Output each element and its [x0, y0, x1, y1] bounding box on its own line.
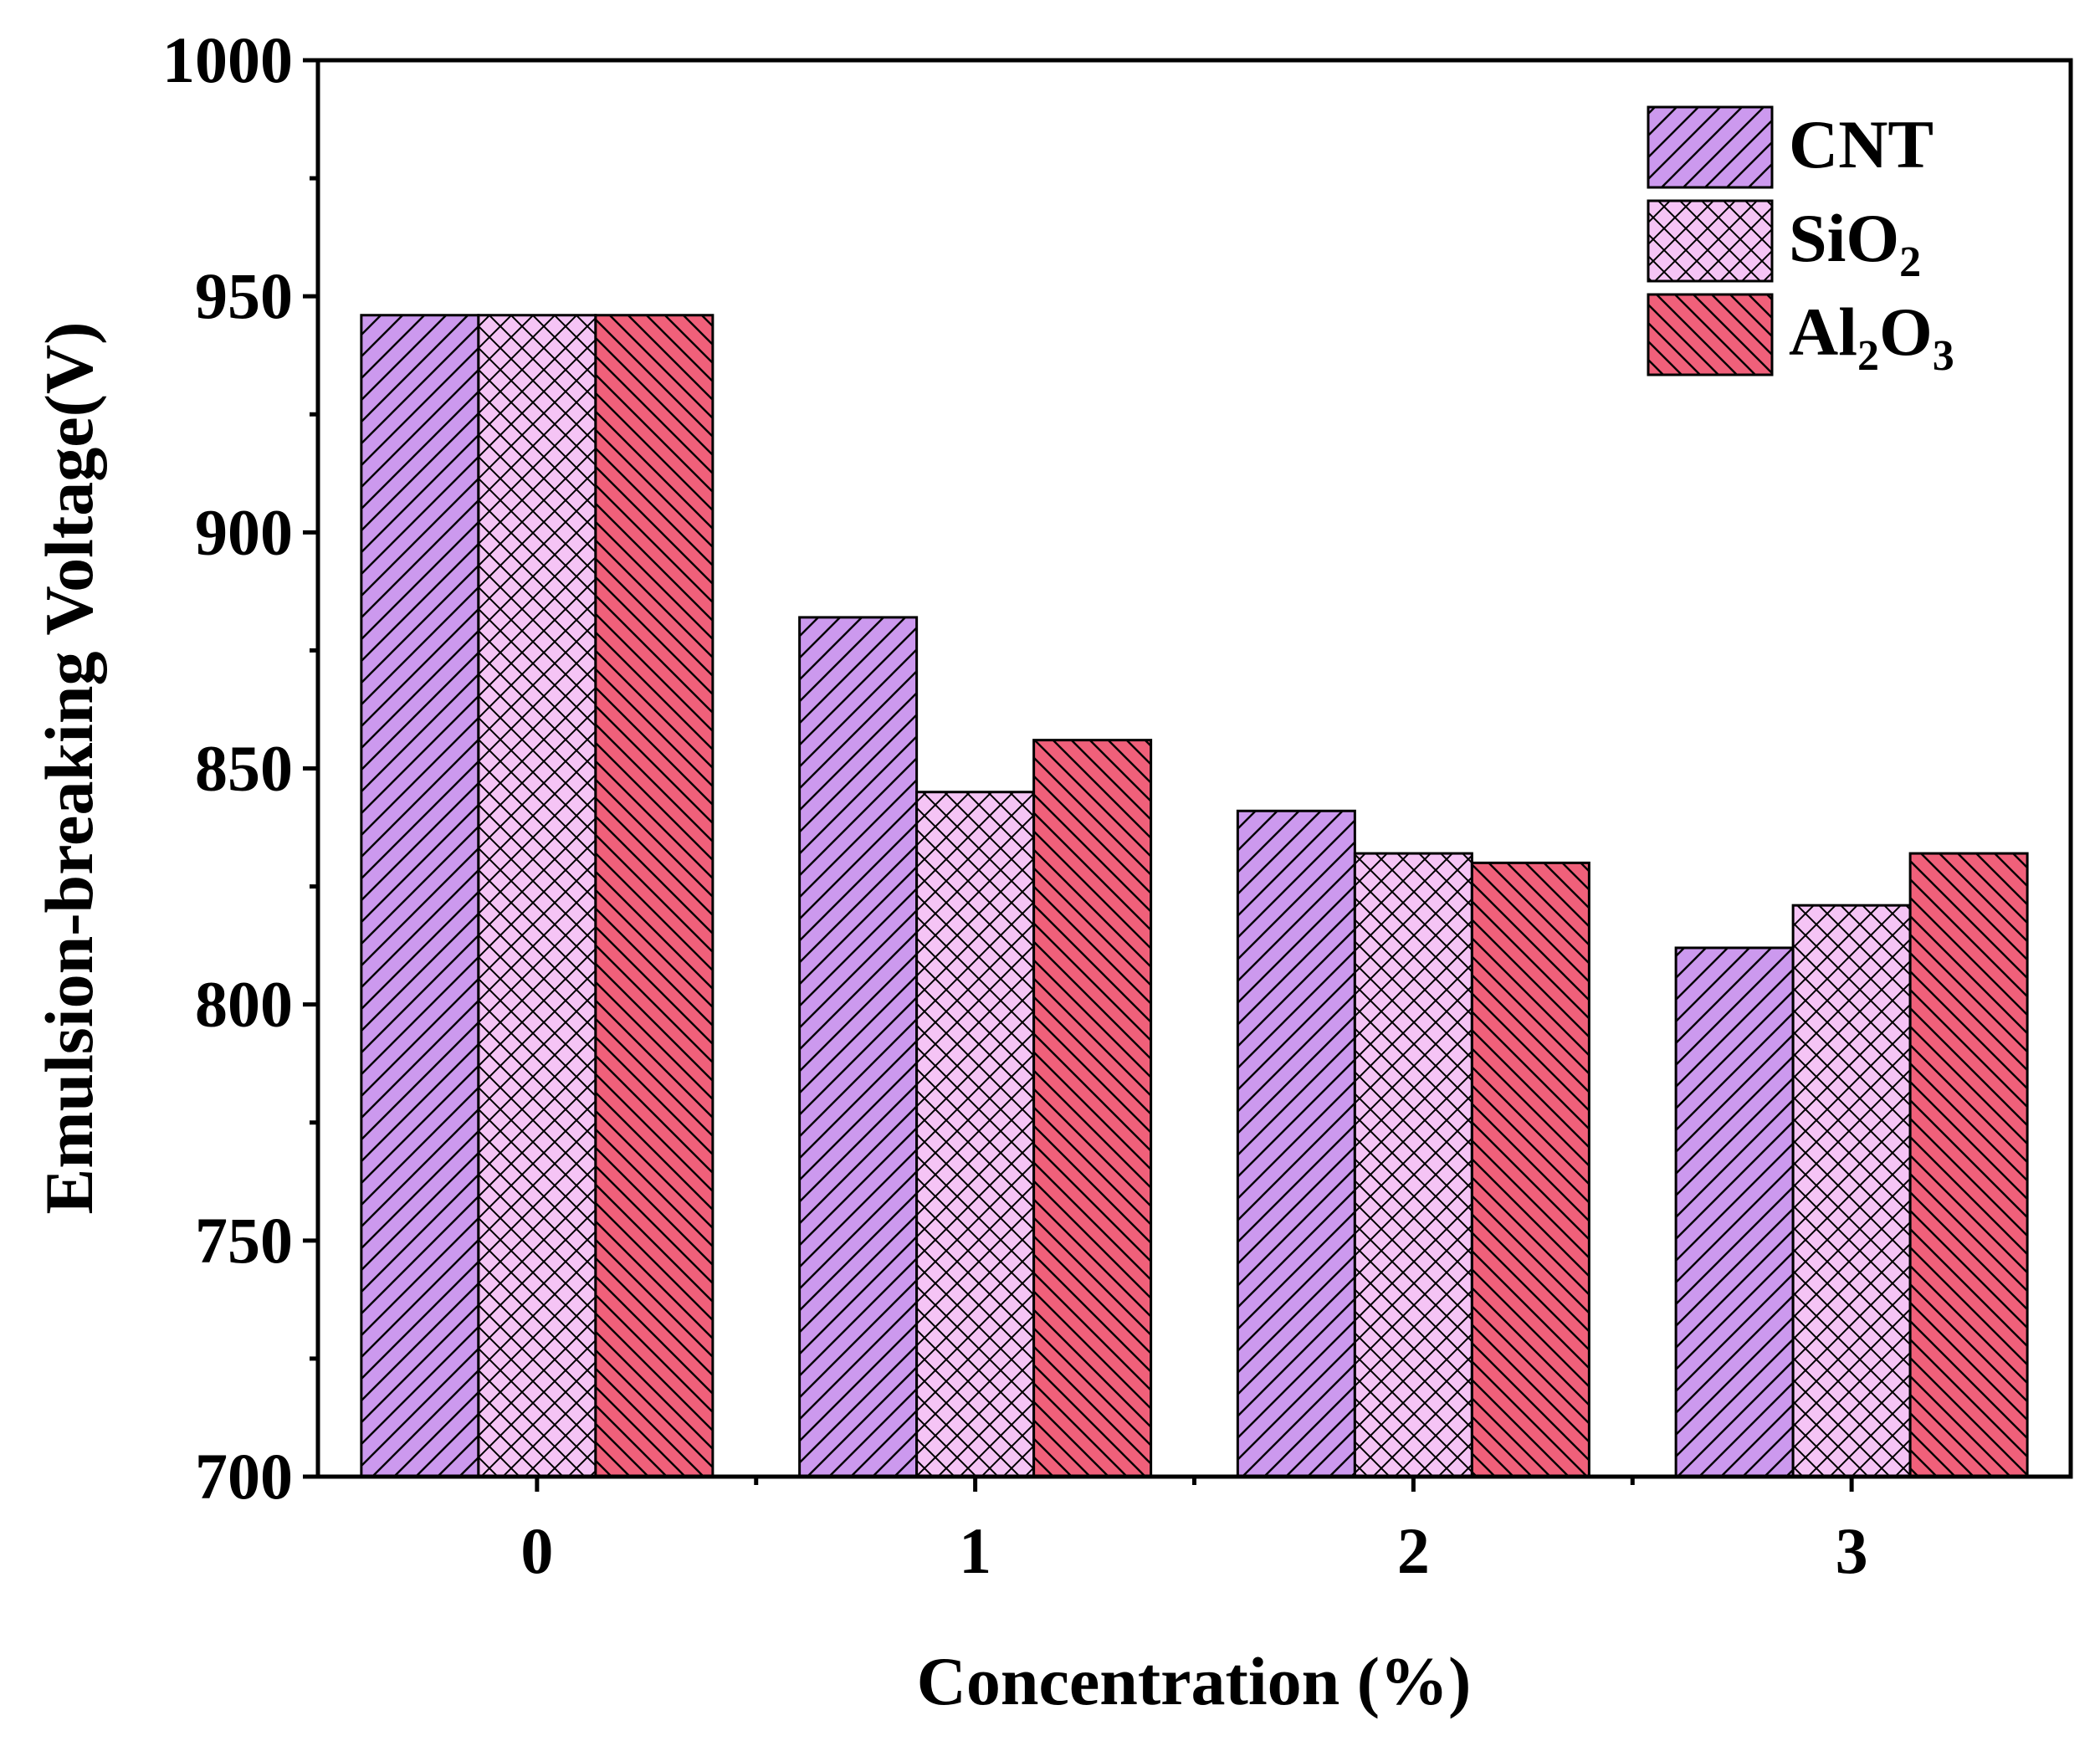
- bar-diagonal-up-cat-3: [1674, 946, 1795, 1478]
- bar-diagonal-down-cat-0: [594, 314, 715, 1478]
- bar-diagonal-up-cat-1: [798, 616, 919, 1478]
- y-tick-label: 850: [195, 732, 293, 805]
- bar-crosshatch-cat-2: [1353, 852, 1473, 1478]
- legend-label: CNT: [1789, 106, 1934, 182]
- bars-group: [360, 314, 2029, 1478]
- legend-label-text: Al: [1789, 294, 1857, 370]
- y-tick-label: 1000: [162, 23, 293, 96]
- x-tick-label: 1: [959, 1514, 991, 1587]
- y-axis-title: Emulsion-breaking Voltage(V): [31, 322, 107, 1215]
- bar-crosshatch-cat-0: [477, 314, 597, 1478]
- legend-label-text: SiO: [1789, 200, 1899, 276]
- legend-label: Al2O3: [1789, 294, 1954, 380]
- x-tick-label: 0: [520, 1514, 553, 1587]
- legend-label-subscript: 2: [1899, 238, 1921, 286]
- bar-diagonal-down-cat-2: [1470, 861, 1590, 1478]
- y-tick-label: 800: [195, 968, 293, 1041]
- bar-diagonal-up-cat-0: [360, 314, 480, 1478]
- y-tick-label: 950: [195, 259, 293, 332]
- x-axis-title: Concentration (%): [917, 1643, 1472, 1719]
- legend-swatch-diagonal-up: [1647, 105, 1774, 189]
- y-tick-label: 700: [195, 1440, 293, 1513]
- bar-diagonal-down-cat-3: [1908, 852, 2029, 1478]
- bar-diagonal-down-cat-1: [1032, 739, 1153, 1478]
- ticks-group: 700 750 800 850 900 950 1000 0 1 2 3: [162, 23, 1868, 1587]
- legend-label-subscript: 2: [1857, 332, 1879, 380]
- bar-diagonal-up-cat-2: [1236, 809, 1356, 1478]
- x-tick-label: 2: [1397, 1514, 1430, 1587]
- legend-swatch-crosshatch: [1647, 199, 1774, 283]
- bar-crosshatch-cat-3: [1791, 904, 1912, 1478]
- x-tick-label: 3: [1836, 1514, 1868, 1587]
- legend-label: SiO2: [1789, 200, 1921, 286]
- y-tick-label: 750: [195, 1204, 293, 1277]
- bar-crosshatch-cat-1: [915, 791, 1036, 1478]
- y-tick-label: 900: [195, 495, 293, 568]
- legend-swatch-diagonal-down: [1647, 293, 1774, 376]
- plot-frame: [315, 58, 2073, 1479]
- legend-label-text: O: [1879, 294, 1933, 370]
- legend-label-subscript: 3: [1933, 332, 1954, 380]
- legend-label-text: CNT: [1789, 106, 1934, 182]
